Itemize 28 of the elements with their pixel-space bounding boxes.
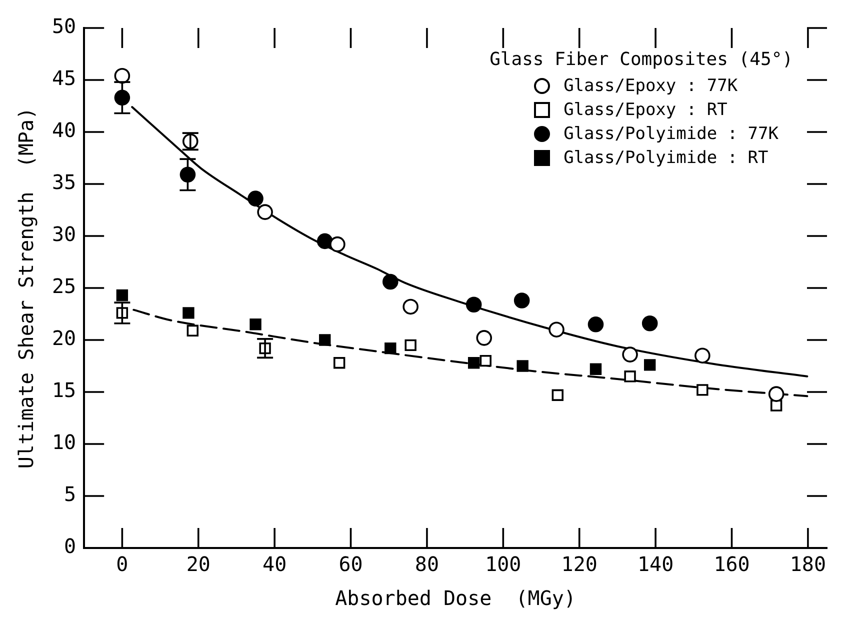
- x-axis-title: Absorbed Dose (MGy): [335, 586, 576, 610]
- y-tick-label: 20: [52, 326, 76, 350]
- y-tick-label: 45: [52, 66, 76, 90]
- y-tick-label: 25: [52, 274, 76, 298]
- legend-label: Glass/Polyimide : RT: [564, 147, 768, 170]
- y-tick-label: 10: [52, 430, 76, 454]
- y-tick-label: 0: [64, 534, 76, 558]
- x-tick-label: 0: [116, 552, 128, 576]
- y-tick-label: 40: [52, 118, 76, 142]
- y-tick-label: 5: [64, 482, 76, 506]
- y-tick-label: 50: [52, 14, 76, 38]
- y-axis-title: Ultimate Shear Strength (MPa): [14, 107, 38, 469]
- x-tick-label: 60: [338, 552, 363, 576]
- x-tick-label: 180: [790, 552, 826, 576]
- x-tick-label: 80: [414, 552, 440, 576]
- x-tick-label: 140: [637, 552, 674, 576]
- y-tick-label: 15: [52, 378, 76, 402]
- y-tick-label: 35: [52, 170, 76, 194]
- legend-label: Glass/Epoxy : 77K: [564, 75, 738, 98]
- x-tick-label: 20: [186, 552, 210, 576]
- x-tick-label: 40: [262, 552, 287, 576]
- legend-label: Glass/Polyimide : 77K: [564, 123, 778, 146]
- legend-label: Glass/Epoxy : RT: [564, 99, 728, 122]
- y-tick-label: 30: [52, 222, 76, 246]
- legend-title: Glass Fiber Composites (45°): [490, 48, 793, 72]
- x-tick-label: 120: [561, 552, 598, 576]
- x-tick-label: 160: [714, 552, 750, 576]
- x-tick-label: 100: [485, 552, 522, 576]
